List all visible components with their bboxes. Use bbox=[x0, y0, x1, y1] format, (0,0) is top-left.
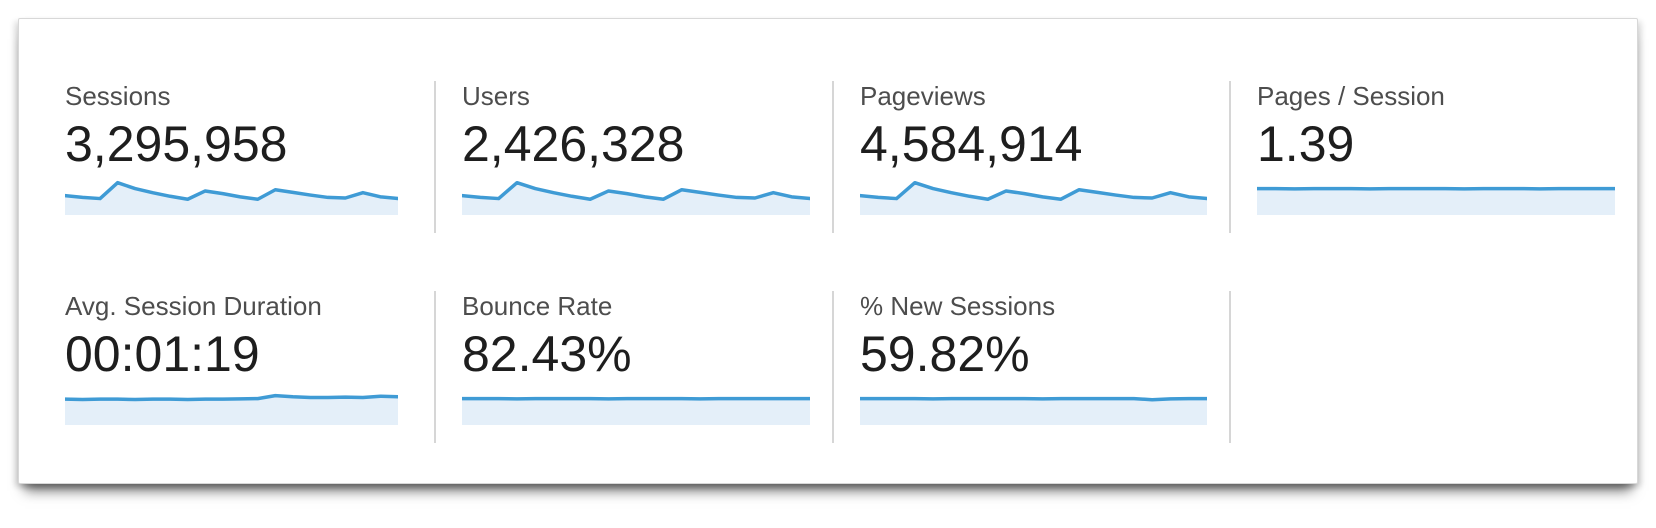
metric-label: Pageviews bbox=[860, 81, 986, 111]
metric-value: 82.43% bbox=[462, 326, 632, 382]
sparkline-chart bbox=[462, 177, 810, 215]
sparkline-chart bbox=[65, 177, 398, 215]
sparkline-chart bbox=[65, 387, 398, 425]
sparkline-chart bbox=[860, 387, 1207, 425]
metric-label: % New Sessions bbox=[860, 291, 1056, 321]
metrics-grid: Sessions 3,295,958 Users 2,426,328 Pagev… bbox=[19, 19, 1637, 443]
metric-card-sessions: Sessions 3,295,958 bbox=[19, 81, 434, 233]
metric-card-new-sessions: % New Sessions 59.82% bbox=[832, 291, 1229, 443]
metric-label: Sessions bbox=[65, 81, 171, 111]
metric-label: Pages / Session bbox=[1257, 81, 1445, 111]
metric-value: 00:01:19 bbox=[65, 326, 260, 382]
metric-value: 3,295,958 bbox=[65, 116, 288, 172]
sparkline-chart bbox=[462, 387, 810, 425]
metric-label: Bounce Rate bbox=[462, 291, 613, 321]
metric-label: Users bbox=[462, 81, 530, 111]
metric-card-users: Users 2,426,328 bbox=[434, 81, 832, 233]
metric-card-pages-per-session: Pages / Session 1.39 bbox=[1229, 81, 1637, 233]
metric-value: 1.39 bbox=[1257, 116, 1355, 172]
sparkline-chart bbox=[1257, 177, 1615, 215]
metric-value: 2,426,328 bbox=[462, 116, 685, 172]
empty-cell bbox=[1229, 291, 1637, 443]
sparkline-chart bbox=[860, 177, 1207, 215]
metric-card-pageviews: Pageviews 4,584,914 bbox=[832, 81, 1229, 233]
metric-value: 4,584,914 bbox=[860, 116, 1083, 172]
metric-card-bounce-rate: Bounce Rate 82.43% bbox=[434, 291, 832, 443]
metric-card-avg-session-duration: Avg. Session Duration 00:01:19 bbox=[19, 291, 434, 443]
metric-label: Avg. Session Duration bbox=[65, 291, 322, 321]
metrics-panel: Sessions 3,295,958 Users 2,426,328 Pagev… bbox=[18, 18, 1638, 484]
metric-value: 59.82% bbox=[860, 326, 1030, 382]
